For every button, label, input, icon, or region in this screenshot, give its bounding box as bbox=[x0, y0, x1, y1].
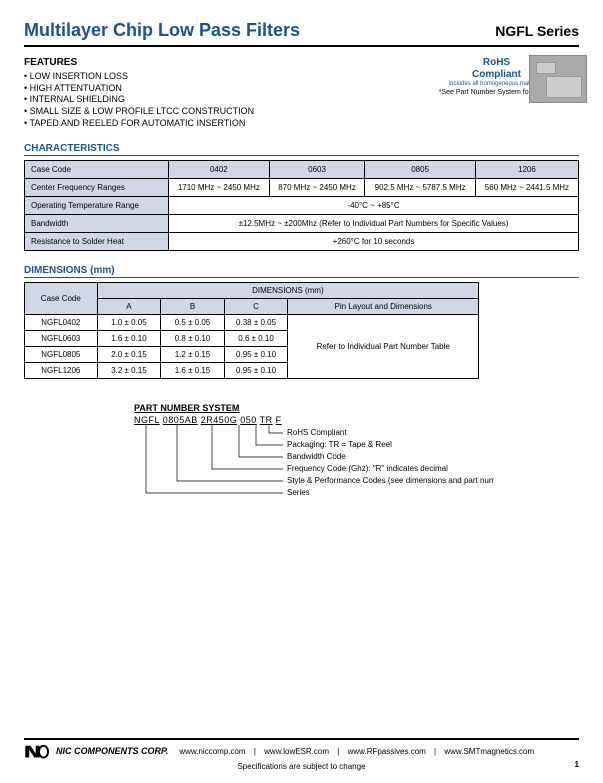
cell: NGFL0402 bbox=[25, 315, 98, 331]
cell: 3.2 ± 0.15 bbox=[97, 363, 161, 379]
pns-diagram: RoHS Compliant Packaging: TR = Tape & Re… bbox=[134, 423, 494, 533]
features-list: • LOW INSERTION LOSS • HIGH ATTENTUATION… bbox=[24, 71, 414, 129]
cell: -40°C ~ +85°C bbox=[169, 197, 579, 215]
pns-heading: PART NUMBER SYSTEM bbox=[134, 403, 579, 413]
cell: NGFL0805 bbox=[25, 347, 98, 363]
cell: 0.6 ± 0.10 bbox=[224, 331, 288, 347]
characteristics-heading: CHARACTERISTICS bbox=[24, 143, 579, 156]
cell: 902.5 MHz ~ 5787.5 MHz bbox=[365, 179, 475, 197]
feature-item: • TAPED AND REELED FOR AUTOMATIC INSERTI… bbox=[24, 118, 414, 130]
footer-sub: Specifications are subject to change bbox=[24, 762, 579, 771]
url: www.RFpassives.com bbox=[348, 747, 426, 756]
cell: NGFL1206 bbox=[25, 363, 98, 379]
cell: NGFL0603 bbox=[25, 331, 98, 347]
cell: 1.0 ± 0.05 bbox=[97, 315, 161, 331]
th-col: 0805 bbox=[365, 161, 475, 179]
cell-pin: Refer to Individual Part Number Table bbox=[288, 315, 479, 379]
product-image bbox=[529, 55, 587, 103]
cell: 0.38 ± 0.05 bbox=[224, 315, 288, 331]
cell: 1.6 ± 0.15 bbox=[161, 363, 225, 379]
series-label: NGFL Series bbox=[495, 23, 579, 39]
url: www.lowESR.com bbox=[264, 747, 329, 756]
page-title: Multilayer Chip Low Pass Filters bbox=[24, 20, 300, 41]
th-col: 0603 bbox=[269, 161, 365, 179]
cell: 870 MHz ~ 2450 MHz bbox=[269, 179, 365, 197]
cell: 0.8 ± 0.10 bbox=[161, 331, 225, 347]
th-col: 0402 bbox=[169, 161, 270, 179]
corp-name: NIC COMPONENTS CORP. bbox=[56, 746, 168, 756]
th-col: 1206 bbox=[475, 161, 578, 179]
pns-label: Frequency Code (Ghz): "R" indicates deci… bbox=[287, 464, 448, 473]
row-label: Resistance to Solder Heat bbox=[25, 233, 169, 251]
dimensions-table: Case Code DIMENSIONS (mm) A B C Pin Layo… bbox=[24, 282, 479, 379]
cell: ±12.5MHz ~ ±200Mhz (Refer to Individual … bbox=[169, 215, 579, 233]
pns-label: RoHS Compliant bbox=[287, 428, 347, 437]
cell: 1710 MHz ~ 2450 MHz bbox=[169, 179, 270, 197]
pns-label: Packaging: TR = Tape & Reel bbox=[287, 440, 392, 449]
feature-item: • SMALL SIZE & LOW PROFILE LTCC CONSTRUC… bbox=[24, 106, 414, 118]
cell: 2.0 ± 0.15 bbox=[97, 347, 161, 363]
row-label: Bandwidth bbox=[25, 215, 169, 233]
cell: 0.95 ± 0.10 bbox=[224, 363, 288, 379]
cell: 1.2 ± 0.15 bbox=[161, 347, 225, 363]
footer-urls: www.niccomp.com | www.lowESR.com | www.R… bbox=[176, 747, 537, 756]
feature-item: • HIGH ATTENTUATION bbox=[24, 83, 414, 95]
pns-label: Series bbox=[287, 488, 310, 497]
dimensions-heading: DIMENSIONS (mm) bbox=[24, 265, 579, 278]
header: Multilayer Chip Low Pass Filters NGFL Se… bbox=[24, 20, 579, 47]
feature-item: • INTERNAL SHIELDING bbox=[24, 94, 414, 106]
nic-logo-icon bbox=[24, 743, 50, 759]
part-number-system: PART NUMBER SYSTEM NGFL 0805AB 2R450G 05… bbox=[134, 403, 579, 535]
row-label: Operating Temperature Range bbox=[25, 197, 169, 215]
feature-item: • LOW INSERTION LOSS bbox=[24, 71, 414, 83]
characteristics-table: Case Code 0402 0603 0805 1206 Center Fre… bbox=[24, 160, 579, 251]
cell: 0.95 ± 0.10 bbox=[224, 347, 288, 363]
th-sub: Pin Layout and Dimensions bbox=[288, 299, 479, 315]
row-label: Center Frequency Ranges bbox=[25, 179, 169, 197]
th-sub: C bbox=[224, 299, 288, 315]
url: www.SMTmagnetics.com bbox=[444, 747, 534, 756]
cell: 560 MHz ~ 2441.5 MHz bbox=[475, 179, 578, 197]
th-sub: A bbox=[97, 299, 161, 315]
pns-label: Bandwidth Code bbox=[287, 452, 346, 461]
cell: 0.5 ± 0.05 bbox=[161, 315, 225, 331]
cell: 1.6 ± 0.10 bbox=[97, 331, 161, 347]
pns-label: Style & Performance Codes (see dimension… bbox=[287, 476, 494, 485]
th-dim: DIMENSIONS (mm) bbox=[97, 283, 478, 299]
footer: NIC COMPONENTS CORP. www.niccomp.com | w… bbox=[0, 738, 603, 771]
th-case: Case Code bbox=[25, 283, 98, 315]
rohs-block: RoHS Compliant includes all homogeneous … bbox=[414, 57, 579, 129]
features-heading: FEATURES bbox=[24, 57, 414, 68]
page-number: 1 bbox=[575, 760, 579, 769]
cell: +260°C for 10 seconds bbox=[169, 233, 579, 251]
th-case: Case Code bbox=[25, 161, 169, 179]
url: www.niccomp.com bbox=[179, 747, 245, 756]
th-sub: B bbox=[161, 299, 225, 315]
